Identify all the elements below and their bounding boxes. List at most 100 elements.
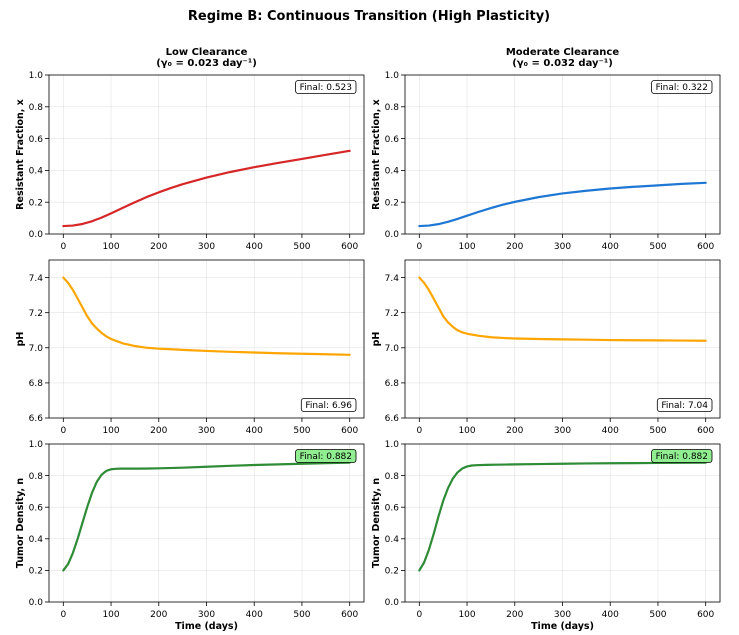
x-tick-label: 500 (649, 610, 666, 620)
x-tick-label: 500 (649, 242, 666, 252)
final-value-annotation: Final: 7.04 (656, 398, 713, 412)
x-tick-label: 200 (506, 426, 523, 436)
subplot-4: 0 100 200 300 400 500 600 6.6 6.8 7.0 7.2 7.4 pH Fina… (371, 259, 721, 436)
axes-frame (48, 259, 365, 419)
x-tick-label: 500 (293, 426, 310, 436)
x-axis-label: Time (days) (175, 621, 238, 632)
y-tick-label: 0.0 (385, 598, 400, 608)
series-line-x (418, 181, 707, 228)
series-line-pH (62, 276, 351, 356)
annotation-text: Final: 0.882 (300, 452, 352, 462)
annotation-text: Final: 0.322 (656, 83, 708, 93)
x-tick-label: 100 (102, 426, 119, 436)
x-tick-label: 600 (697, 426, 714, 436)
y-tick-label: 0.2 (29, 198, 43, 208)
y-tick-label: 6.8 (29, 379, 44, 389)
subplot-title-line: Moderate Clearance (506, 47, 620, 58)
x-tick-label: 300 (198, 242, 215, 252)
x-tick-label: 100 (102, 610, 119, 620)
y-tick-label: 0.6 (29, 135, 44, 145)
y-tick-label: 1.0 (29, 440, 44, 450)
x-tick-label: 600 (697, 242, 714, 252)
x-tick-label: 200 (506, 242, 523, 252)
x-tick-label: 200 (150, 610, 167, 620)
annotation-text: Final: 0.882 (656, 452, 708, 462)
y-tick-label: 0.0 (29, 598, 44, 608)
x-tick-label: 0 (60, 242, 66, 252)
x-tick-label: 400 (246, 426, 263, 436)
y-axis-label: Resistant Fraction, x (15, 99, 26, 210)
annotation-box (300, 398, 357, 412)
final-value-annotation: Final: 0.523 (295, 80, 357, 94)
axes-frame (48, 443, 365, 603)
subplot-title-line: (γ₀ = 0.023 day⁻¹) (156, 58, 257, 69)
subplot-1: 0 100 200 300 400 500 600 0.0 0.2 0.4 0.6 0.8 1.0 Low… (15, 47, 365, 252)
y-tick-label: 7.0 (29, 344, 44, 354)
x-tick-label: 100 (458, 242, 475, 252)
annotation-text: Final: 0.523 (300, 83, 352, 93)
y-axis-label: pH (371, 332, 382, 347)
y-tick-label: 1.0 (385, 71, 400, 81)
annotation-box (295, 80, 357, 94)
axes-frame (48, 74, 365, 235)
subplot-5: 0 100 200 300 400 500 600 0.0 0.2 0.4 0.6 0.8 1.0 Tum… (15, 440, 365, 632)
y-tick-label: 0.4 (29, 167, 44, 177)
annotation-text: Final: 7.04 (661, 401, 708, 411)
y-tick-label: 7.2 (29, 309, 43, 319)
x-tick-label: 500 (293, 242, 310, 252)
annotation-box (295, 449, 357, 463)
x-tick-label: 500 (649, 426, 666, 436)
y-tick-label: 0.8 (29, 103, 44, 113)
x-tick-label: 0 (416, 610, 422, 620)
x-tick-label: 0 (416, 242, 422, 252)
x-tick-label: 400 (602, 426, 619, 436)
x-tick-label: 400 (246, 242, 263, 252)
y-tick-label: 0.2 (385, 567, 399, 577)
annotation-text: Final: 6.96 (305, 401, 352, 411)
annotation-box (656, 398, 713, 412)
y-tick-label: 6.6 (29, 414, 44, 424)
final-value-annotation: Final: 0.882 (295, 449, 357, 463)
y-tick-label: 7.2 (385, 309, 399, 319)
y-tick-label: 0.0 (29, 230, 44, 240)
x-tick-label: 400 (246, 610, 263, 620)
y-tick-label: 1.0 (385, 440, 400, 450)
axes-frame (404, 259, 721, 419)
final-value-annotation: Final: 0.882 (651, 449, 713, 463)
x-tick-label: 300 (554, 426, 571, 436)
y-tick-label: 0.2 (385, 198, 399, 208)
x-tick-label: 500 (293, 610, 310, 620)
y-axis-label: Resistant Fraction, x (371, 99, 382, 210)
subplots-grid: 0 100 200 300 400 500 600 0.0 0.2 0.4 0.6 0.8 1.0 Low… (15, 47, 721, 632)
x-tick-label: 400 (602, 242, 619, 252)
subplot-2: 0 100 200 300 400 500 600 0.0 0.2 0.4 0.6 0.8 1.0 Mod… (371, 47, 721, 252)
y-tick-label: 7.0 (385, 344, 400, 354)
annotation-box (651, 80, 713, 94)
x-tick-label: 300 (554, 610, 571, 620)
subplot-3: 0 100 200 300 400 500 600 6.6 6.8 7.0 7.2 7.4 pH Fina… (15, 259, 365, 436)
y-tick-label: 0.4 (385, 535, 400, 545)
y-axis-label: Tumor Density, n (15, 478, 26, 569)
axes-frame (404, 74, 721, 235)
y-tick-label: 0.4 (29, 535, 44, 545)
y-tick-label: 6.8 (385, 379, 400, 389)
annotation-box (651, 449, 713, 463)
y-tick-label: 0.4 (385, 167, 400, 177)
subplot-title-line: (γ₀ = 0.032 day⁻¹) (512, 58, 613, 69)
x-axis-label: Time (days) (531, 621, 594, 632)
y-tick-label: 0.6 (385, 503, 400, 513)
x-tick-label: 600 (697, 610, 714, 620)
y-tick-label: 0.8 (29, 472, 44, 482)
final-value-annotation: Final: 0.322 (651, 80, 713, 94)
subplot-title-line: Low Clearance (166, 47, 248, 58)
figure-title: Regime B: Continuous Transition (High Pl… (188, 9, 550, 24)
x-tick-label: 0 (60, 426, 66, 436)
x-tick-label: 300 (198, 610, 215, 620)
x-tick-label: 600 (341, 242, 358, 252)
x-tick-label: 400 (602, 610, 619, 620)
x-tick-label: 100 (458, 610, 475, 620)
y-tick-label: 7.4 (29, 274, 44, 284)
y-tick-label: 0.8 (385, 472, 400, 482)
series-line-n (418, 461, 707, 572)
